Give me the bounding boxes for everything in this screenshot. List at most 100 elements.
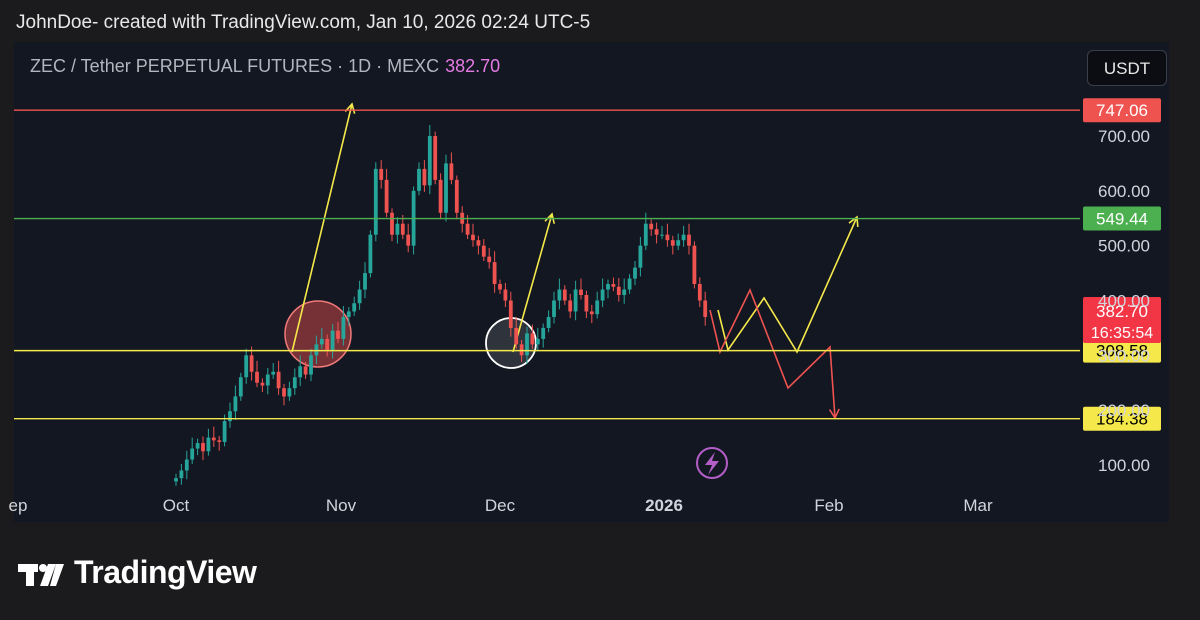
x-tick-label: 2026	[645, 496, 683, 515]
candle-body	[303, 366, 308, 375]
candle-body	[514, 327, 519, 345]
last-price-label: 382.70	[1096, 302, 1148, 321]
candle-body	[508, 300, 513, 328]
tradingview-logo-icon	[18, 563, 64, 586]
candle-body	[660, 234, 664, 236]
candle-body	[562, 289, 567, 301]
candle-body	[319, 338, 324, 345]
candle-body	[330, 330, 335, 350]
candle-body	[579, 289, 583, 296]
level-price-tag	[1083, 406, 1161, 431]
candle-body	[449, 163, 454, 180]
level-price-label: 308.58	[1096, 342, 1148, 361]
candle-body	[400, 223, 405, 235]
candle-body	[314, 344, 319, 356]
y-tick-label: 700.00	[1098, 127, 1150, 146]
candle-body	[535, 338, 540, 345]
candle-body	[471, 234, 475, 241]
candle-body	[519, 344, 524, 356]
chart-header: JohnDoe- created with TradingView.com, J…	[16, 12, 591, 33]
candle-body	[346, 311, 351, 317]
level-price-label: 747.06	[1096, 101, 1148, 120]
candle-body	[503, 289, 508, 301]
candle-body	[390, 212, 394, 235]
level-price-tag	[1083, 98, 1161, 123]
projection-arrow-red	[709, 287, 836, 419]
candle-body	[406, 234, 411, 246]
level-price-label: 184.38	[1096, 410, 1148, 429]
candle-body	[643, 223, 648, 246]
candle-body	[703, 300, 708, 317]
candle-body	[541, 327, 546, 339]
candle-body	[298, 366, 303, 378]
candle-body	[190, 448, 195, 460]
candle-body	[184, 459, 189, 471]
axes: 100.00 200.00 300.00 400.00 500.00 600.00 700.…	[9, 127, 1150, 515]
candle-body	[595, 300, 600, 315]
candle-body	[211, 437, 216, 441]
candle-body	[676, 240, 681, 246]
candle-body	[174, 478, 178, 482]
candle-body	[179, 470, 184, 479]
candle-body	[670, 240, 675, 246]
y-tick-label: 500.00	[1098, 237, 1150, 256]
candle-body	[206, 437, 211, 452]
candle-body	[417, 168, 421, 191]
y-tick-label: 200.00	[1098, 401, 1150, 420]
y-tick-label: 100.00	[1098, 456, 1150, 475]
candle-body	[481, 245, 486, 257]
candle-body	[422, 168, 427, 186]
x-tick-label: Dec	[485, 496, 516, 515]
candle-body	[427, 136, 432, 186]
y-tick-label: 300.00	[1098, 346, 1150, 365]
candle-body	[282, 388, 286, 397]
tradingview-logo: TradingView	[18, 554, 257, 591]
candle-body	[568, 300, 573, 312]
candle-body	[638, 245, 643, 268]
candle-body	[244, 355, 249, 378]
candle-body	[357, 289, 362, 304]
candle-body	[373, 168, 378, 235]
candle-body	[287, 388, 292, 397]
candle-body	[606, 284, 610, 290]
candle-body	[589, 311, 594, 315]
projection-arrow-yellow	[717, 216, 858, 354]
candle-body	[498, 284, 502, 290]
level-price-tag	[1083, 338, 1161, 363]
candle-body	[611, 284, 616, 287]
candle-body	[454, 179, 459, 213]
candle-body	[276, 371, 281, 389]
candle-body	[309, 355, 313, 375]
candle-body	[271, 371, 276, 375]
candle-body	[265, 374, 270, 386]
countdown-label: 16:35:54	[1091, 325, 1153, 342]
candle-body	[433, 136, 438, 180]
candle-body	[292, 377, 297, 389]
candle-body	[584, 295, 589, 312]
candle-body	[557, 289, 562, 301]
symbol-last-price: 382.70	[445, 56, 501, 76]
candle-body	[487, 256, 492, 263]
y-tick-label: 400.00	[1098, 292, 1150, 311]
candle-body	[379, 168, 384, 180]
candle-body	[492, 262, 497, 285]
candle-body	[260, 382, 265, 386]
x-tick-label: Nov	[326, 496, 357, 515]
symbol-info: ZEC / Tether PERPETUAL FUTURES · 1D · ME…	[30, 56, 500, 77]
candle-body	[233, 396, 238, 412]
currency-button[interactable]: USDT	[1087, 50, 1167, 86]
candle-body	[222, 421, 227, 442]
lightning-icon	[696, 447, 728, 479]
candle-body	[476, 240, 481, 246]
candle-body	[552, 300, 556, 317]
candle-body	[444, 163, 448, 213]
projection-arrow-yellow	[512, 213, 553, 353]
projection-arrow-red-head	[828, 408, 840, 420]
candle-body	[573, 289, 578, 312]
x-tick-label: Oct	[163, 496, 190, 515]
candle-body	[681, 234, 686, 241]
tradingview-wordmark: TradingView	[74, 554, 257, 590]
candle-body	[395, 223, 400, 235]
candle-body	[255, 371, 259, 383]
